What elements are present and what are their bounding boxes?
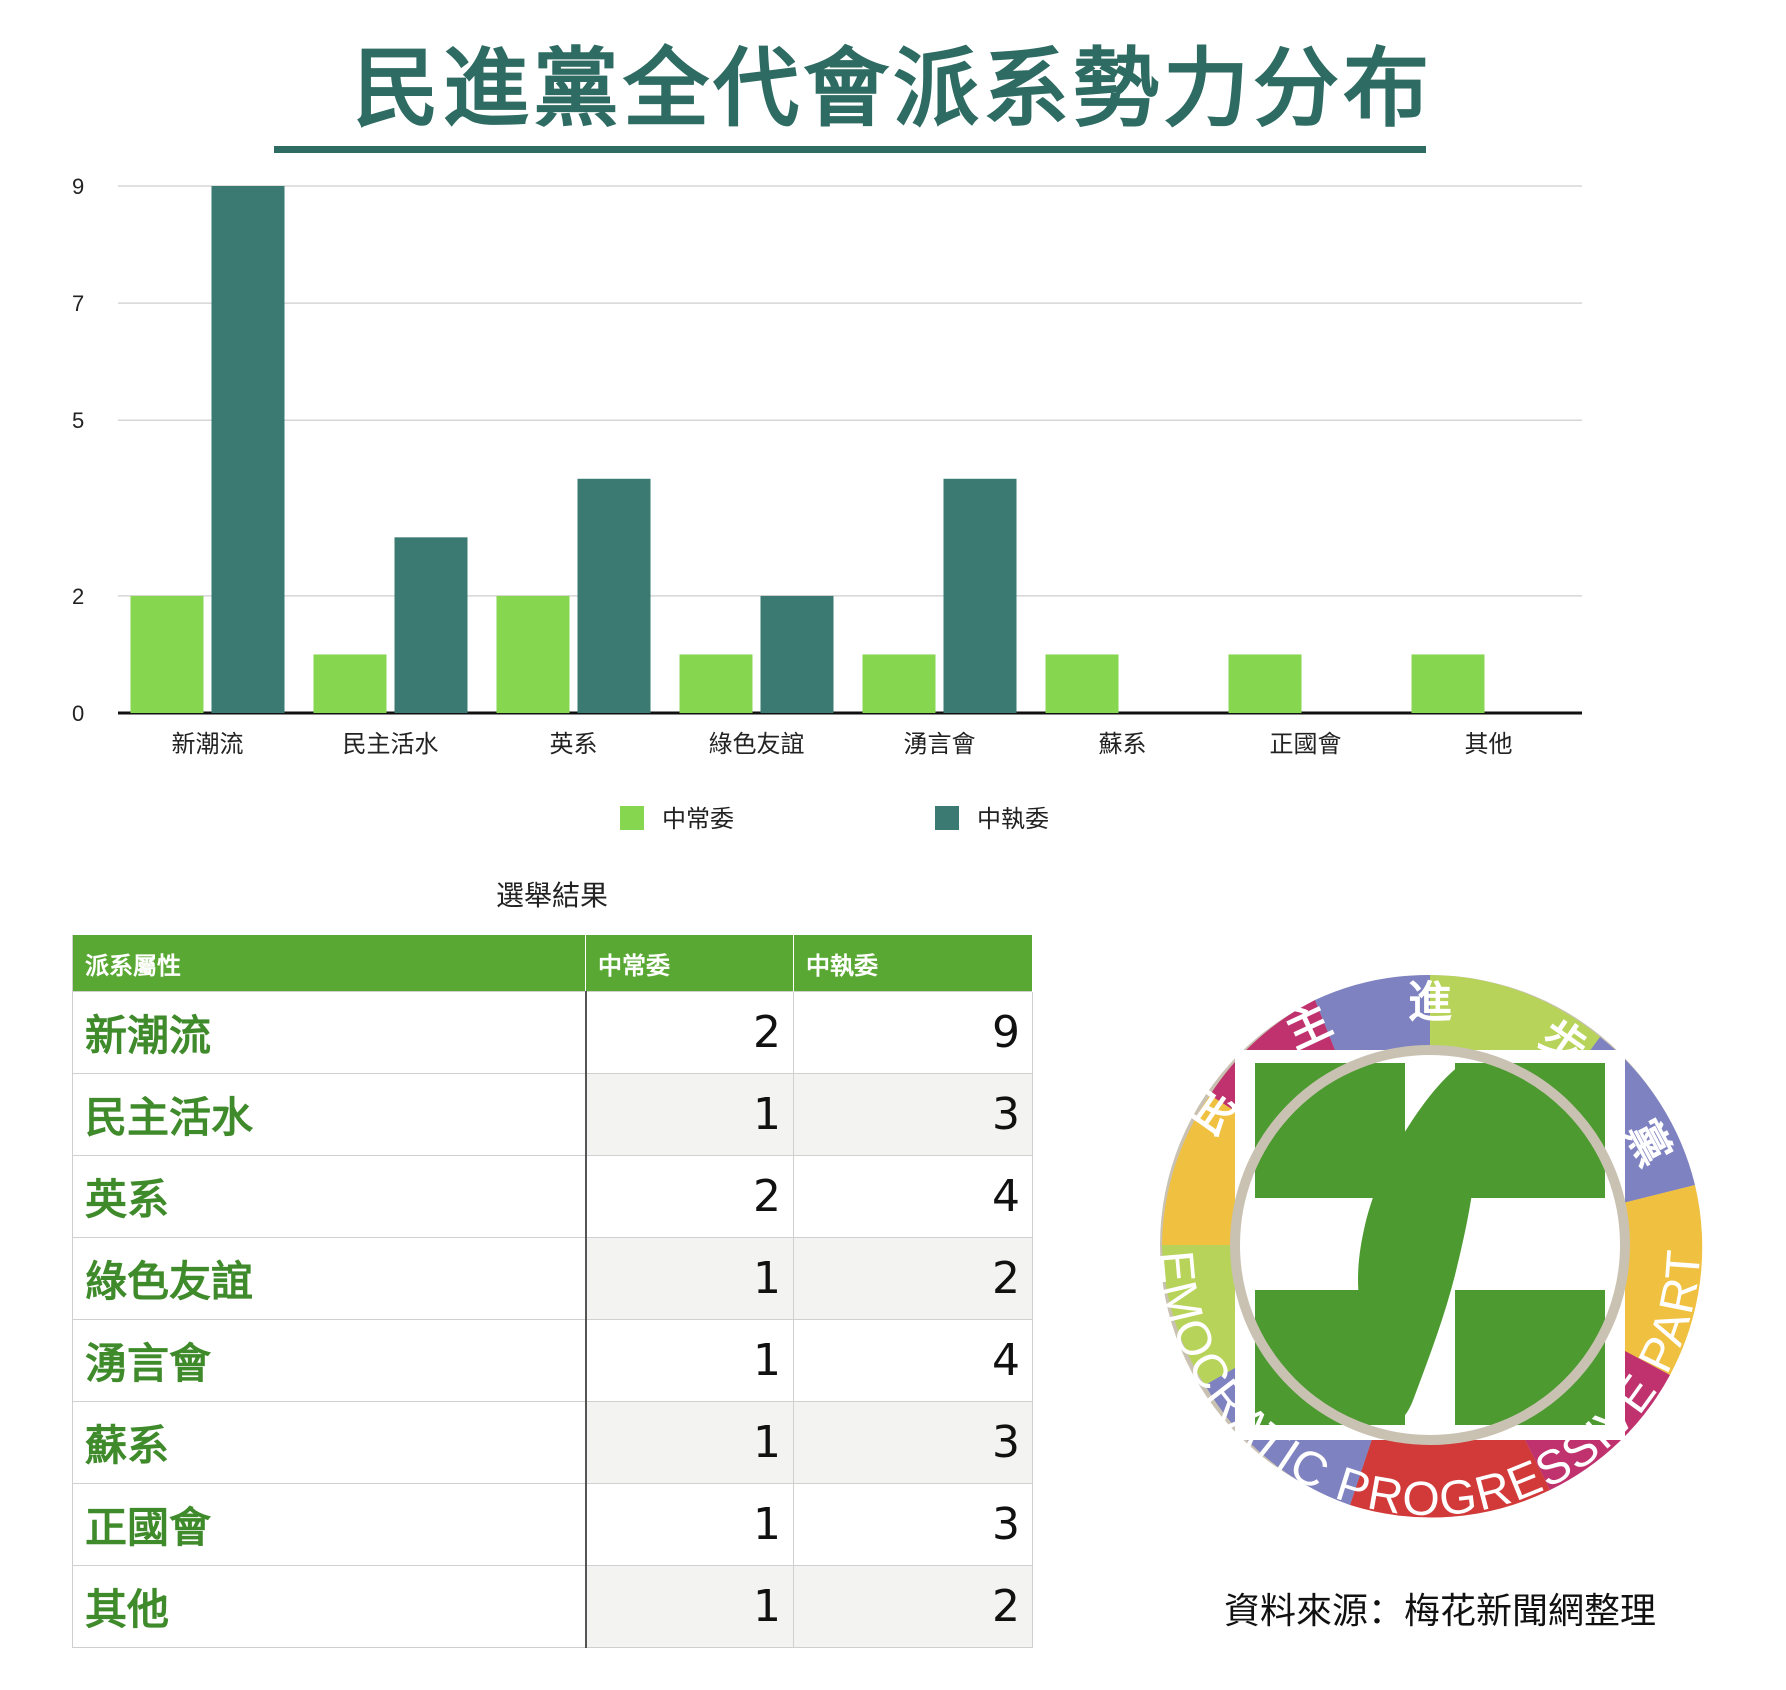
chart-title: 民進黨全代會派系勢力分布 <box>353 39 1433 139</box>
bar-standing <box>313 654 387 713</box>
row-standing: 1 <box>585 1237 794 1320</box>
row-executive: 2 <box>793 1237 1033 1320</box>
x-tick-label: 綠色友誼 <box>709 731 805 758</box>
x-tick-label: 民主活水 <box>343 731 439 758</box>
table-row: 正國會 1 3 <box>72 1483 1033 1566</box>
row-executive: 3 <box>793 1073 1033 1156</box>
x-tick-label: 英系 <box>550 731 598 758</box>
row-executive: 4 <box>793 1319 1033 1402</box>
row-executive: 4 <box>793 1155 1033 1238</box>
x-tick-label: 正國會 <box>1270 731 1342 758</box>
bar-executive <box>211 186 285 713</box>
row-name: 其他 <box>72 1565 587 1648</box>
row-standing: 1 <box>585 1565 794 1648</box>
row-executive: 9 <box>793 991 1033 1074</box>
x-tick-label: 其他 <box>1465 731 1513 758</box>
x-tick-label: 湧言會 <box>904 731 976 758</box>
table-row: 綠色友誼 1 2 <box>72 1237 1033 1320</box>
row-name: 英系 <box>72 1155 587 1238</box>
bar-standing <box>1045 654 1119 713</box>
table-row: 湧言會 1 4 <box>72 1319 1033 1402</box>
bar-standing <box>130 595 204 713</box>
row-name: 綠色友誼 <box>72 1237 587 1320</box>
bar-standing <box>1228 654 1302 713</box>
source-note: 資料來源：梅花新聞網整理 <box>1223 1591 1656 1632</box>
header-standing: 中常委 <box>585 935 794 992</box>
table-row: 新潮流 2 9 <box>72 991 1033 1074</box>
bar-standing <box>1411 654 1485 713</box>
legend-label: 中常委 <box>662 806 734 833</box>
bar-executive <box>943 478 1017 713</box>
row-standing: 1 <box>585 1319 794 1402</box>
table-row: 其他 1 2 <box>72 1565 1033 1648</box>
row-standing: 1 <box>585 1073 794 1156</box>
y-tick-label: 5 <box>72 408 84 433</box>
y-tick-label: 7 <box>72 291 84 316</box>
y-tick-label: 9 <box>72 174 84 199</box>
bar-standing <box>679 654 753 713</box>
results-table: 派系屬性 中常委 中執委 新潮流 2 9 民主活水 1 3 英系 2 4 綠色友誼 1 2 湧言… <box>72 935 1033 1648</box>
bar-standing <box>862 654 936 713</box>
row-name: 湧言會 <box>72 1319 587 1402</box>
dpp-logo: 民 主 進 步 黨 DEMOCRATIC PROGRESSIVE PARTY <box>1130 945 1709 1526</box>
row-executive: 3 <box>793 1483 1033 1566</box>
row-name: 民主活水 <box>72 1073 587 1156</box>
bar-executive <box>394 537 468 713</box>
row-name: 正國會 <box>72 1483 587 1566</box>
header-faction: 派系屬性 <box>72 935 586 992</box>
legend-swatch <box>935 806 959 830</box>
row-name: 蘇系 <box>72 1401 587 1484</box>
row-executive: 3 <box>793 1401 1033 1484</box>
y-tick-label: 0 <box>72 701 84 726</box>
bar-standing <box>496 595 570 713</box>
bar-executive <box>577 478 651 713</box>
bar-executive <box>760 595 834 713</box>
row-standing: 2 <box>585 1155 794 1238</box>
y-tick-label: 2 <box>72 584 84 609</box>
table-row: 蘇系 1 3 <box>72 1401 1033 1484</box>
logo-char-3: 進 <box>1408 978 1452 1027</box>
header-executive: 中執委 <box>793 935 1033 992</box>
row-executive: 2 <box>793 1565 1033 1648</box>
table-header-row: 派系屬性 中常委 中執委 <box>72 935 1033 992</box>
title-underline <box>274 146 1426 153</box>
table-row: 英系 2 4 <box>72 1155 1033 1238</box>
taiwan-island-icon <box>1358 1064 1493 1419</box>
row-standing: 1 <box>585 1401 794 1484</box>
row-name: 新潮流 <box>72 991 587 1074</box>
row-standing: 2 <box>585 991 794 1074</box>
legend-swatch <box>620 806 644 830</box>
legend-label: 中執委 <box>977 806 1049 833</box>
x-tick-label: 新潮流 <box>172 731 244 758</box>
table-caption: 選舉結果 <box>495 879 608 912</box>
x-tick-label: 蘇系 <box>1099 731 1147 758</box>
table-row: 民主活水 1 3 <box>72 1073 1033 1156</box>
row-standing: 1 <box>585 1483 794 1566</box>
